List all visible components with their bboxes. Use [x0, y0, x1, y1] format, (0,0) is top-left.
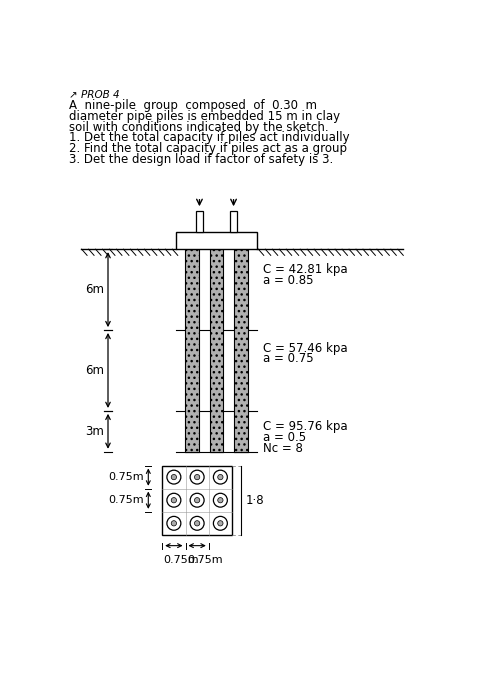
Circle shape	[190, 470, 204, 484]
Bar	[162, 466, 232, 535]
Bar	[184, 250, 199, 452]
Circle shape	[167, 493, 181, 507]
Circle shape	[190, 493, 204, 507]
Circle shape	[218, 498, 223, 503]
Circle shape	[167, 470, 181, 484]
Bar	[210, 250, 223, 452]
Text: 6m: 6m	[85, 364, 104, 377]
Text: A  nine-pile  group  composed  of  0.30  m: A nine-pile group composed of 0.30 m	[69, 99, 317, 112]
Circle shape	[171, 475, 177, 480]
Text: a = 0.5: a = 0.5	[263, 431, 306, 444]
Text: a = 0.85: a = 0.85	[263, 274, 313, 287]
Text: 2. Find the total capacity if piles act as a group: 2. Find the total capacity if piles act …	[69, 142, 347, 155]
Text: 1·8: 1·8	[245, 493, 264, 507]
Circle shape	[218, 475, 223, 480]
Bar	[176, 232, 257, 250]
Text: 0.75m: 0.75m	[108, 495, 144, 505]
Text: 1. Det the total capacity if piles act individually: 1. Det the total capacity if piles act i…	[69, 131, 350, 144]
Circle shape	[218, 521, 223, 526]
Bar	[196, 210, 203, 232]
Circle shape	[171, 498, 177, 503]
Text: 0.75m: 0.75m	[108, 472, 144, 482]
Text: 6m: 6m	[85, 283, 104, 296]
Text: 0.75m: 0.75m	[163, 555, 199, 565]
Text: 0.75m: 0.75m	[187, 555, 223, 565]
Text: a = 0.75: a = 0.75	[263, 353, 313, 365]
Bar	[230, 210, 238, 232]
Text: C = 57.46 kpa: C = 57.46 kpa	[263, 342, 348, 355]
Text: Nc = 8: Nc = 8	[263, 442, 303, 454]
Text: diameter pipe piles is embedded 15 m in clay: diameter pipe piles is embedded 15 m in …	[69, 110, 340, 123]
Circle shape	[214, 516, 227, 530]
Text: 3. Det the design load if factor of safety is 3.: 3. Det the design load if factor of safe…	[69, 153, 334, 166]
Circle shape	[167, 516, 181, 530]
Text: C = 95.76 kpa: C = 95.76 kpa	[263, 420, 348, 433]
Bar	[234, 250, 248, 452]
Circle shape	[190, 516, 204, 530]
Circle shape	[214, 470, 227, 484]
Circle shape	[171, 521, 177, 526]
Circle shape	[194, 521, 200, 526]
Text: 3m: 3m	[85, 424, 104, 438]
Text: soil with conditions indicated by the sketch.: soil with conditions indicated by the sk…	[69, 121, 329, 134]
Circle shape	[214, 493, 227, 507]
Text: C = 42.81 kpa: C = 42.81 kpa	[263, 263, 348, 276]
Circle shape	[194, 498, 200, 503]
Text: ↗ PROB 4: ↗ PROB 4	[69, 90, 120, 100]
Circle shape	[194, 475, 200, 480]
